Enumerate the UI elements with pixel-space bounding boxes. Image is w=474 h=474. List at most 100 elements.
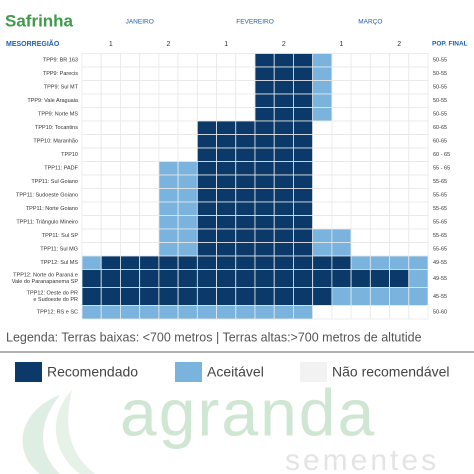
cell [81, 93, 102, 108]
pop-value: 49-55 [433, 260, 447, 266]
cell [350, 188, 371, 203]
cell [312, 147, 333, 162]
cell [273, 188, 294, 203]
cell [254, 201, 275, 216]
cell [273, 134, 294, 149]
cell [293, 93, 314, 108]
cell [350, 255, 371, 270]
cell [254, 287, 275, 306]
cell [216, 201, 237, 216]
cell [350, 134, 371, 149]
cell [331, 80, 352, 95]
half-label: 1 [109, 41, 113, 48]
cell [235, 287, 256, 306]
cell [408, 53, 429, 68]
cell [235, 188, 256, 203]
cell [81, 228, 102, 243]
cell [350, 107, 371, 122]
cell [273, 255, 294, 270]
cell [196, 215, 217, 230]
cell [273, 174, 294, 189]
cell [120, 80, 141, 95]
cell [312, 66, 333, 81]
cell [100, 107, 121, 122]
cell [139, 174, 160, 189]
half-label: 2 [282, 41, 286, 48]
cell [408, 66, 429, 81]
cell [196, 147, 217, 162]
pop-header: POP. FINAL [432, 41, 468, 48]
cell [196, 80, 217, 95]
cell [254, 228, 275, 243]
cell [254, 134, 275, 149]
cell [81, 134, 102, 149]
cell [350, 53, 371, 68]
cell [350, 147, 371, 162]
cell [408, 228, 429, 243]
pop-value: 55-65 [433, 233, 447, 239]
pop-value: 50-55 [433, 58, 447, 64]
pop-value: 49-55 [433, 276, 447, 282]
cell [196, 93, 217, 108]
cell [293, 287, 314, 306]
cell [81, 201, 102, 216]
cell [120, 134, 141, 149]
cell [158, 174, 179, 189]
cell [120, 242, 141, 257]
cell [312, 287, 333, 306]
cell [216, 269, 237, 288]
cell [312, 93, 333, 108]
cell [408, 93, 429, 108]
cell [254, 255, 275, 270]
cell [235, 134, 256, 149]
cell [312, 305, 333, 320]
legend-swatch [15, 362, 42, 382]
cell [216, 305, 237, 320]
cell [369, 188, 390, 203]
cell [312, 53, 333, 68]
cell [389, 255, 410, 270]
cell [369, 147, 390, 162]
cell [100, 120, 121, 135]
cell [100, 93, 121, 108]
pop-value: 50-55 [433, 112, 447, 118]
cell [350, 228, 371, 243]
month-label: FEVEREIRO [236, 19, 274, 26]
cell [158, 134, 179, 149]
cell [177, 228, 198, 243]
cell [350, 305, 371, 320]
cell [369, 80, 390, 95]
pop-value: 50-55 [433, 98, 447, 104]
cell [158, 66, 179, 81]
cell [235, 174, 256, 189]
cell [120, 215, 141, 230]
cell [331, 174, 352, 189]
logo-name: agranda [120, 375, 376, 449]
cell [369, 215, 390, 230]
cell [177, 66, 198, 81]
cell [100, 201, 121, 216]
cell [235, 93, 256, 108]
cell [81, 53, 102, 68]
pop-value: 55-65 [433, 179, 447, 185]
row-label: e Sudoeste do PR [33, 297, 78, 303]
half-label: 1 [224, 41, 228, 48]
cell [293, 188, 314, 203]
cell [139, 93, 160, 108]
cell [254, 93, 275, 108]
cell [389, 107, 410, 122]
cell [389, 53, 410, 68]
cell [369, 66, 390, 81]
row-label: TPP10 [61, 152, 78, 158]
cell [120, 161, 141, 176]
row-label: TPP11: Triângulo Mineiro [16, 220, 78, 226]
cell [331, 134, 352, 149]
cell [158, 255, 179, 270]
cell [120, 255, 141, 270]
half-label: 1 [340, 41, 344, 48]
cell [273, 228, 294, 243]
cell [312, 107, 333, 122]
cell [331, 201, 352, 216]
row-header: MESORREGIÃO [6, 39, 60, 48]
cell [254, 305, 275, 320]
